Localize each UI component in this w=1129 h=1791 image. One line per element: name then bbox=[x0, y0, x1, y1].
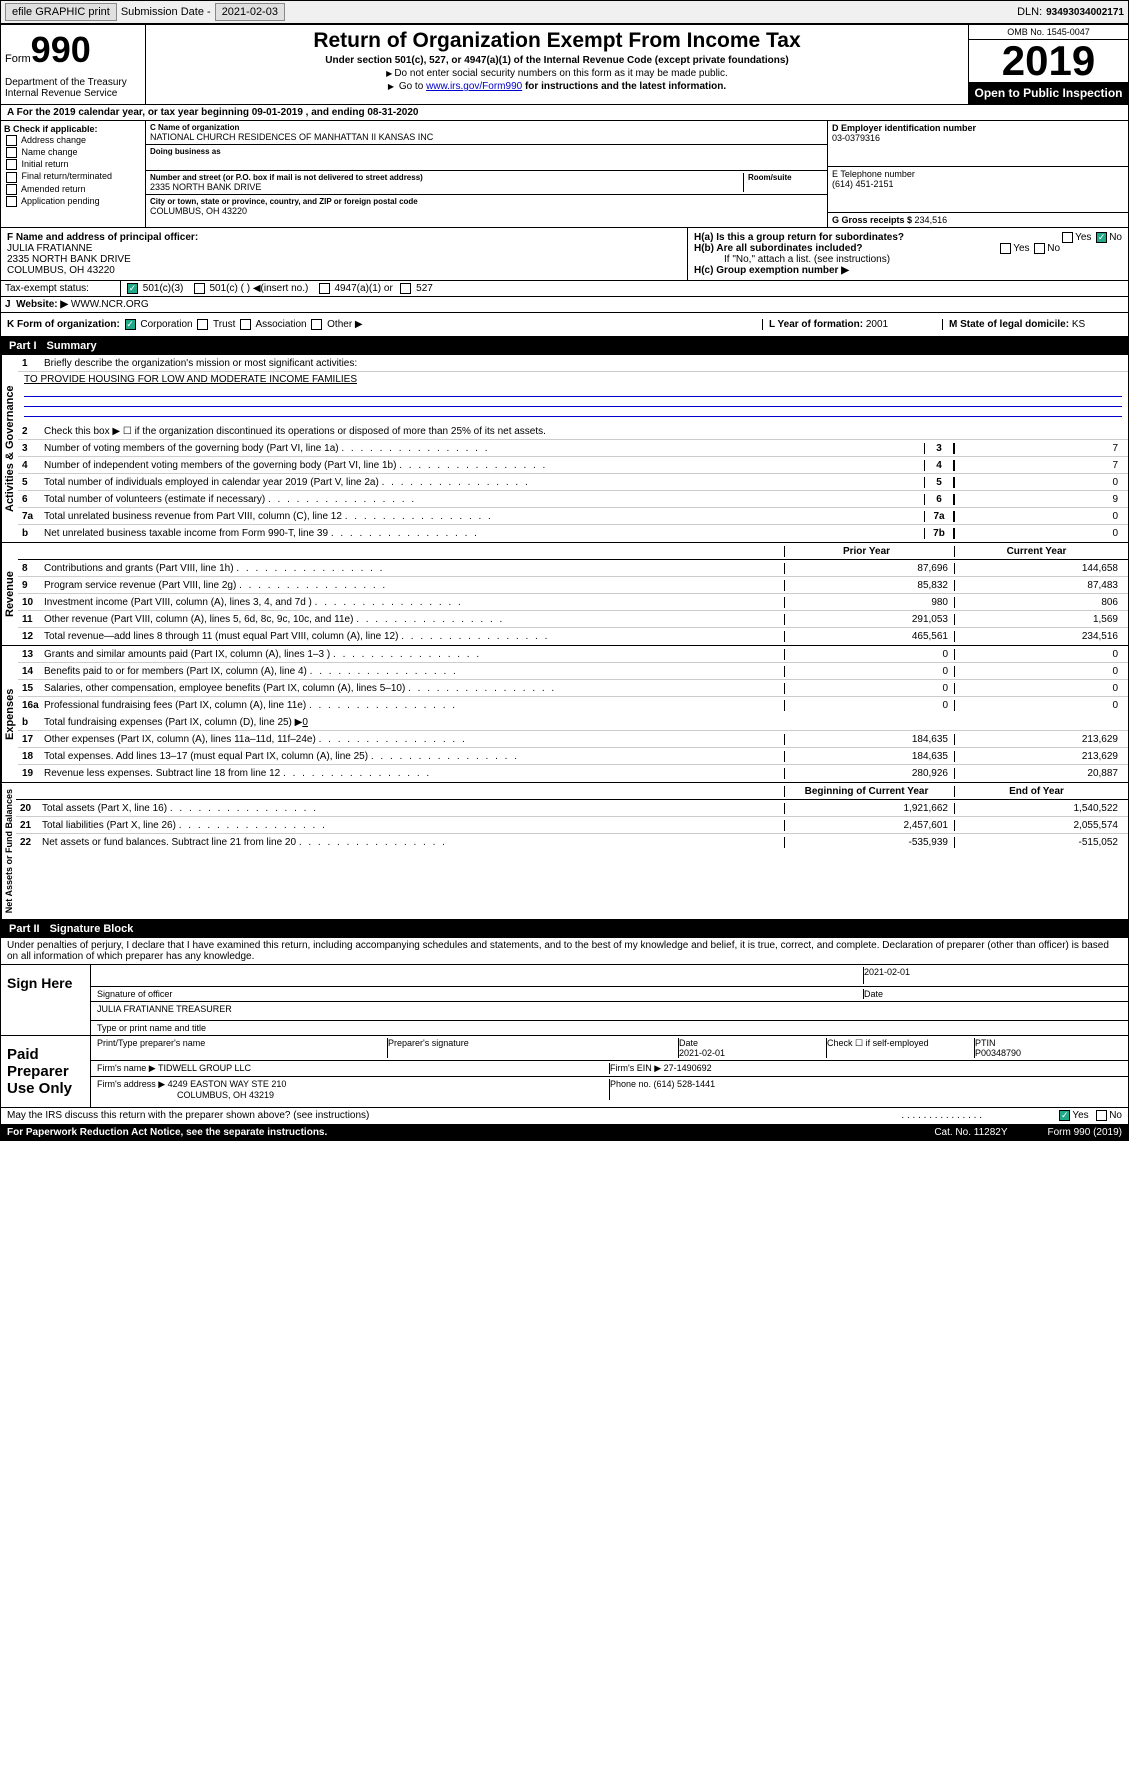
table-row: 6Total number of volunteers (estimate if… bbox=[18, 491, 1128, 508]
mission-text: TO PROVIDE HOUSING FOR LOW AND MODERATE … bbox=[18, 372, 1128, 387]
dln-value: 93493034002171 bbox=[1046, 7, 1124, 18]
governance-label: Activities & Governance bbox=[1, 355, 18, 542]
form-version: Form 990 (2019) bbox=[1048, 1127, 1122, 1138]
officer-name: JULIA FRATIANNE bbox=[7, 243, 681, 254]
preparer-date: 2021-02-01 bbox=[679, 1048, 822, 1058]
subtitle-1: Under section 501(c), 527, or 4947(a)(1)… bbox=[150, 55, 964, 66]
city-state-zip: COLUMBUS, OH 43220 bbox=[150, 206, 823, 216]
net-assets-label: Net Assets or Fund Balances bbox=[1, 783, 16, 919]
year-formation: 2001 bbox=[866, 319, 888, 330]
table-row: 12Total revenue—add lines 8 through 11 (… bbox=[18, 628, 1128, 645]
corporation-checkbox[interactable] bbox=[125, 319, 136, 330]
gross-receipts: 234,516 bbox=[915, 215, 948, 225]
table-row: 4Number of independent voting members of… bbox=[18, 457, 1128, 474]
table-row: 21Total liabilities (Part X, line 26) 2,… bbox=[16, 817, 1128, 834]
part2-header: Part II Signature Block bbox=[1, 920, 1128, 938]
discuss-yes-checkbox[interactable] bbox=[1059, 1110, 1070, 1121]
trust-checkbox[interactable] bbox=[197, 319, 208, 330]
501c3-checkbox[interactable] bbox=[127, 283, 138, 294]
submission-label: Submission Date - bbox=[121, 6, 211, 18]
form-title: Return of Organization Exempt From Incom… bbox=[150, 29, 964, 53]
application-pending-checkbox[interactable] bbox=[6, 196, 17, 207]
table-row: 14Benefits paid to or for members (Part … bbox=[18, 663, 1128, 680]
section-b: B Check if applicable: Address change Na… bbox=[1, 121, 146, 227]
tax-year-range: A For the 2019 calendar year, or tax yea… bbox=[1, 105, 1128, 121]
sign-here-label: Sign Here bbox=[1, 965, 91, 1035]
paid-preparer-label: Paid Preparer Use Only bbox=[1, 1036, 91, 1107]
ha-no-checkbox[interactable] bbox=[1096, 232, 1107, 243]
table-row: 7aTotal unrelated business revenue from … bbox=[18, 508, 1128, 525]
state-domicile: KS bbox=[1072, 319, 1085, 330]
paperwork-notice: For Paperwork Reduction Act Notice, see … bbox=[7, 1127, 327, 1138]
part1-header: Part I Summary bbox=[1, 337, 1128, 355]
sign-date: 2021-02-01 bbox=[864, 967, 1122, 984]
efile-button[interactable]: efile GRAPHIC print bbox=[5, 3, 117, 21]
table-row: 16aProfessional fundraising fees (Part I… bbox=[18, 697, 1128, 714]
discuss-no-checkbox[interactable] bbox=[1096, 1110, 1107, 1121]
table-row: bNet unrelated business taxable income f… bbox=[18, 525, 1128, 542]
firm-name: TIDWELL GROUP LLC bbox=[158, 1063, 251, 1073]
ein: 03-0379316 bbox=[832, 133, 1124, 143]
website-url: WWW.NCR.ORG bbox=[71, 299, 149, 310]
table-row: 15Salaries, other compensation, employee… bbox=[18, 680, 1128, 697]
firm-ein: 27-1490692 bbox=[664, 1063, 712, 1073]
501c-checkbox[interactable] bbox=[194, 283, 205, 294]
4947-checkbox[interactable] bbox=[319, 283, 330, 294]
527-checkbox[interactable] bbox=[400, 283, 411, 294]
dln-label: DLN: bbox=[1017, 6, 1042, 18]
table-row: 10Investment income (Part VIII, column (… bbox=[18, 594, 1128, 611]
other-checkbox[interactable] bbox=[311, 319, 322, 330]
address-change-checkbox[interactable] bbox=[6, 135, 17, 146]
table-row: 3Number of voting members of the governi… bbox=[18, 440, 1128, 457]
open-public-badge: Open to Public Inspection bbox=[969, 82, 1128, 104]
ha-yes-checkbox[interactable] bbox=[1062, 232, 1073, 243]
final-return-checkbox[interactable] bbox=[6, 172, 17, 183]
dept-label: Department of the Treasury Internal Reve… bbox=[5, 77, 141, 99]
subtitle-2: Do not enter social security numbers on … bbox=[150, 68, 964, 79]
irs-link[interactable]: www.irs.gov/Form990 bbox=[426, 81, 522, 92]
table-row: 22Net assets or fund balances. Subtract … bbox=[16, 834, 1128, 851]
submission-date[interactable]: 2021-02-03 bbox=[215, 3, 285, 21]
table-row: 11Other revenue (Part VIII, column (A), … bbox=[18, 611, 1128, 628]
ptin: P00348790 bbox=[975, 1048, 1118, 1058]
expenses-label: Expenses bbox=[1, 646, 18, 782]
table-row: 17Other expenses (Part IX, column (A), l… bbox=[18, 731, 1128, 748]
tax-year: 2019 bbox=[969, 40, 1128, 82]
cat-number: Cat. No. 11282Y bbox=[934, 1127, 1007, 1138]
hb-yes-checkbox[interactable] bbox=[1000, 243, 1011, 254]
header-bar: efile GRAPHIC print Submission Date - 20… bbox=[0, 0, 1129, 24]
org-name: NATIONAL CHURCH RESIDENCES OF MANHATTAN … bbox=[150, 132, 823, 142]
table-row: 5Total number of individuals employed in… bbox=[18, 474, 1128, 491]
table-row: 20Total assets (Part X, line 16) 1,921,6… bbox=[16, 800, 1128, 817]
table-row: 19Revenue less expenses. Subtract line 1… bbox=[18, 765, 1128, 782]
table-row: 8Contributions and grants (Part VIII, li… bbox=[18, 560, 1128, 577]
form-number-box: Form990 Department of the Treasury Inter… bbox=[1, 25, 146, 104]
revenue-label: Revenue bbox=[1, 543, 18, 645]
firm-phone: (614) 528-1441 bbox=[654, 1079, 716, 1089]
initial-return-checkbox[interactable] bbox=[6, 159, 17, 170]
street-address: 2335 NORTH BANK DRIVE bbox=[150, 182, 743, 192]
penalties-text: Under penalties of perjury, I declare th… bbox=[1, 938, 1128, 965]
table-row: 13Grants and similar amounts paid (Part … bbox=[18, 646, 1128, 663]
table-row: 9Program service revenue (Part VIII, lin… bbox=[18, 577, 1128, 594]
firm-address: 4249 EASTON WAY STE 210 bbox=[168, 1079, 287, 1089]
table-row: 18Total expenses. Add lines 13–17 (must … bbox=[18, 748, 1128, 765]
subtitle-3: Go to www.irs.gov/Form990 for instructio… bbox=[150, 81, 964, 92]
association-checkbox[interactable] bbox=[240, 319, 251, 330]
hb-no-checkbox[interactable] bbox=[1034, 243, 1045, 254]
telephone: (614) 451-2151 bbox=[832, 179, 1124, 189]
officer-name-title: JULIA FRATIANNE TREASURER bbox=[97, 1004, 1122, 1018]
name-change-checkbox[interactable] bbox=[6, 147, 17, 158]
amended-return-checkbox[interactable] bbox=[6, 184, 17, 195]
